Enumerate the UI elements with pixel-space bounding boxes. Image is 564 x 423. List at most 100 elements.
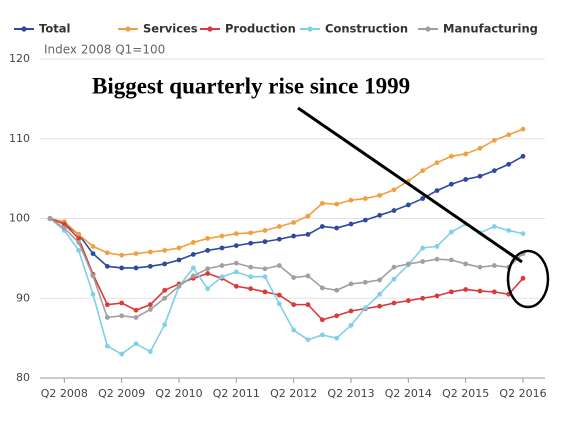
data-point: [491, 289, 497, 295]
data-point: [491, 263, 497, 268]
data-point: [190, 240, 196, 245]
data-point: [76, 248, 82, 253]
chart-subtitle: Index 2008 Q1=100: [44, 43, 165, 57]
data-point: [491, 137, 497, 143]
data-point: [506, 161, 512, 167]
data-point: [334, 201, 340, 207]
series-line: [49, 155, 524, 269]
data-point: [190, 273, 196, 279]
data-point: [104, 263, 110, 269]
data-point: [448, 153, 454, 159]
data-point: [334, 313, 340, 319]
data-point: [133, 251, 139, 256]
legend-marker: [425, 26, 431, 32]
y-tick-label: 100: [9, 212, 30, 225]
data-point: [391, 276, 397, 282]
y-tick-label: 120: [9, 52, 30, 65]
data-point: [47, 216, 53, 221]
data-point: [491, 168, 497, 174]
x-tick-label: Q2 2012: [270, 387, 317, 400]
data-point: [233, 243, 239, 249]
legend-marker: [207, 26, 213, 32]
series-line: [49, 217, 524, 319]
data-point: [434, 160, 440, 166]
data-point: [61, 225, 67, 231]
data-point: [334, 287, 340, 293]
data-point: [248, 274, 254, 280]
data-point: [391, 187, 397, 193]
data-point: [147, 263, 153, 269]
data-point: [463, 261, 469, 267]
data-point: [176, 283, 182, 289]
data-point: [162, 248, 168, 253]
data-point: [506, 228, 512, 233]
data-point: [319, 200, 325, 206]
plot-area: 80 90 100 110 120 Q2 2008 Q2 2009 Q2 2010 Q2 201…: [9, 52, 547, 400]
data-point: [377, 303, 383, 309]
legend-marker: [307, 26, 313, 32]
data-point: [276, 236, 282, 242]
data-point: [90, 291, 96, 297]
legend-marker: [21, 26, 27, 32]
data-point: [205, 248, 211, 253]
data-point: [133, 341, 139, 347]
data-point: [76, 240, 82, 245]
data-point: [334, 335, 340, 341]
data-point: [391, 300, 397, 306]
data-point: [463, 151, 469, 157]
data-point: [448, 229, 454, 235]
data-point: [420, 295, 426, 301]
x-tick-label: Q2 2010: [155, 387, 202, 400]
y-tick-label: 110: [9, 132, 30, 145]
data-point: [348, 221, 354, 227]
data-point: [104, 343, 110, 349]
data-point: [434, 256, 440, 262]
data-point: [133, 307, 139, 313]
legend-marker: [125, 26, 131, 32]
data-point: [104, 314, 110, 320]
data-point: [205, 236, 211, 241]
data-point: [405, 298, 411, 304]
data-point: [248, 286, 254, 292]
data-point: [262, 228, 268, 233]
data-point: [420, 245, 426, 251]
x-tick-label: Q2 2015: [442, 387, 489, 400]
data-point: [233, 269, 239, 275]
data-point: [133, 314, 139, 320]
data-point: [305, 302, 311, 308]
data-point: [276, 292, 282, 298]
data-point: [219, 233, 225, 239]
data-point: [362, 196, 368, 201]
x-tick-label: Q2 2008: [41, 387, 88, 400]
data-point: [119, 265, 125, 271]
data-point: [291, 233, 297, 239]
data-point: [76, 232, 82, 237]
data-point: [205, 286, 211, 292]
data-point: [319, 317, 325, 323]
data-point: [463, 177, 469, 182]
data-point: [348, 322, 354, 328]
data-point: [233, 231, 239, 237]
data-point: [362, 279, 368, 285]
data-point: [477, 264, 483, 270]
data-point: [377, 291, 383, 297]
data-point: [291, 302, 297, 308]
data-point: [276, 301, 282, 307]
legend-label: Manufacturing: [443, 22, 538, 36]
data-point: [520, 126, 526, 132]
data-point: [348, 197, 354, 203]
data-point: [119, 313, 125, 319]
data-point: [377, 277, 383, 283]
annotation: Biggest quarterly rise since 1999: [92, 73, 410, 98]
data-point: [76, 236, 82, 241]
data-point: [405, 202, 411, 208]
legend: Total Services Production Construction Manuf…: [14, 22, 538, 36]
data-point: [219, 245, 225, 251]
x-tick-label: Q2 2009: [98, 387, 145, 400]
data-point: [104, 302, 110, 308]
series-line: [49, 217, 524, 356]
data-point: [305, 273, 311, 279]
data-point: [248, 230, 254, 236]
data-point: [176, 257, 182, 263]
y-tick-label: 90: [16, 291, 30, 304]
